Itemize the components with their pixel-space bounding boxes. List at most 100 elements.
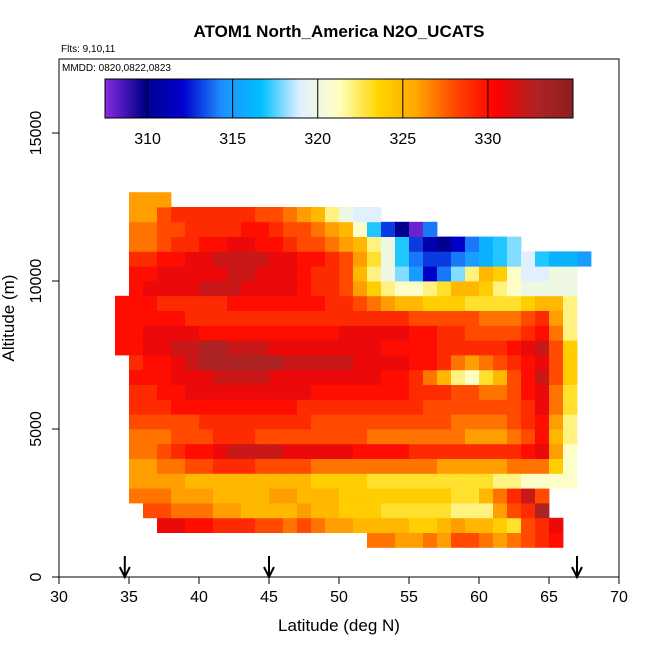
heatmap-cell bbox=[437, 429, 452, 445]
heatmap-cell bbox=[269, 281, 284, 297]
colorbar-segment bbox=[285, 79, 290, 118]
heatmap-cell bbox=[185, 251, 200, 267]
colorbar-segment bbox=[275, 79, 280, 118]
heatmap-cell bbox=[521, 266, 536, 282]
heatmap-cell bbox=[437, 399, 452, 415]
colorbar-segment bbox=[502, 79, 507, 118]
heatmap-cell bbox=[297, 340, 312, 356]
heatmap-cell bbox=[339, 340, 354, 356]
heatmap-cell bbox=[339, 295, 354, 311]
heatmap-cell bbox=[395, 266, 410, 282]
colorbar-segment bbox=[215, 79, 220, 118]
heatmap-cell bbox=[283, 369, 298, 385]
heatmap-cell bbox=[535, 369, 550, 385]
heatmap-cell bbox=[241, 355, 256, 371]
heatmap-cell bbox=[465, 443, 480, 459]
latitude-arrow bbox=[263, 556, 275, 580]
heatmap-cell bbox=[143, 429, 158, 445]
heatmap-cell bbox=[185, 503, 200, 519]
colorbar-segment bbox=[222, 79, 226, 118]
heatmap-cell bbox=[325, 473, 340, 489]
heatmap-cell bbox=[549, 310, 564, 326]
heatmap-cell bbox=[507, 310, 522, 326]
heatmap-cell bbox=[507, 251, 522, 267]
heatmap-cell bbox=[465, 503, 480, 519]
heatmap-cell bbox=[213, 340, 228, 356]
heatmap-cell bbox=[479, 295, 494, 311]
heatmap-cell bbox=[493, 340, 508, 356]
heatmap-cell bbox=[283, 429, 298, 445]
heatmap-cell bbox=[325, 251, 340, 267]
heatmap-cell bbox=[325, 325, 340, 341]
colorbar-segment bbox=[442, 79, 447, 118]
heatmap-cell bbox=[451, 473, 466, 489]
heatmap-cell bbox=[339, 355, 354, 371]
heatmap-cell bbox=[339, 488, 354, 504]
heatmap-cell bbox=[199, 266, 214, 282]
heatmap-cell bbox=[395, 251, 410, 267]
heatmap-cell bbox=[451, 399, 466, 415]
heatmap-cell bbox=[423, 414, 438, 430]
heatmap-cell bbox=[143, 414, 158, 430]
colorbar-segment bbox=[201, 79, 206, 118]
heatmap-cell bbox=[465, 458, 480, 474]
heatmap-cell bbox=[437, 458, 452, 474]
heatmap-cell bbox=[367, 266, 382, 282]
heatmap-cell bbox=[227, 369, 242, 385]
heatmap-cell bbox=[269, 488, 284, 504]
heatmap-cell bbox=[479, 443, 494, 459]
heatmap-cell bbox=[213, 458, 228, 474]
heatmap-cell bbox=[381, 340, 396, 356]
x-tick-label: 65 bbox=[540, 589, 558, 606]
heatmap-cell bbox=[297, 369, 312, 385]
heatmap-cell bbox=[521, 355, 536, 371]
heatmap-cell bbox=[493, 532, 508, 548]
heatmap-cell bbox=[227, 251, 242, 267]
heatmap-cell bbox=[563, 414, 578, 430]
heatmap-cell bbox=[255, 517, 270, 533]
heatmap-cell bbox=[507, 295, 522, 311]
y-tick-label: 15000 bbox=[28, 111, 45, 156]
heatmap-cell bbox=[241, 517, 256, 533]
colorbar-segment bbox=[349, 79, 353, 118]
heatmap-cell bbox=[129, 295, 144, 311]
colorbar-segment bbox=[302, 79, 307, 118]
heatmap-cell bbox=[507, 340, 522, 356]
heatmap-cell bbox=[325, 295, 340, 311]
heatmap-cell bbox=[507, 369, 522, 385]
heatmap-cell bbox=[283, 221, 298, 237]
heatmap-cell bbox=[297, 251, 312, 267]
heatmap-cell bbox=[423, 310, 438, 326]
heatmap-cell bbox=[157, 310, 172, 326]
heatmap-cell bbox=[493, 369, 508, 385]
heatmap-cell bbox=[171, 399, 186, 415]
heatmap-cell bbox=[129, 458, 144, 474]
heatmap-cell bbox=[227, 221, 242, 237]
colorbar-segment bbox=[369, 79, 373, 118]
heatmap-cell bbox=[269, 517, 284, 533]
heatmap-cell bbox=[507, 517, 522, 533]
heatmap-cell bbox=[185, 266, 200, 282]
heatmap-cell bbox=[311, 399, 326, 415]
heatmap-cell bbox=[465, 355, 480, 371]
heatmap-cell bbox=[437, 236, 452, 252]
heatmap-cell bbox=[241, 414, 256, 430]
heatmap-cell bbox=[451, 517, 466, 533]
heatmap-cell bbox=[283, 503, 298, 519]
heatmap-cell bbox=[185, 221, 200, 237]
heatmap-cell bbox=[521, 295, 536, 311]
heatmap-cell bbox=[409, 310, 424, 326]
heatmap-cell bbox=[395, 473, 410, 489]
x-axis: 30 35 40 45 50 55 60 65 70 bbox=[50, 577, 628, 606]
heatmap-cell bbox=[521, 340, 536, 356]
heatmap-cell bbox=[241, 325, 256, 341]
colorbar-segment bbox=[519, 79, 524, 118]
heatmap-cell bbox=[493, 414, 508, 430]
y-tick-label: 5000 bbox=[28, 411, 45, 447]
heatmap-cell bbox=[227, 340, 242, 356]
colorbar-tick-label: 315 bbox=[219, 131, 246, 148]
heatmap-cell bbox=[283, 517, 298, 533]
heatmap-cell bbox=[353, 488, 368, 504]
heatmap-cell bbox=[507, 399, 522, 415]
heatmap-cell bbox=[521, 325, 536, 341]
